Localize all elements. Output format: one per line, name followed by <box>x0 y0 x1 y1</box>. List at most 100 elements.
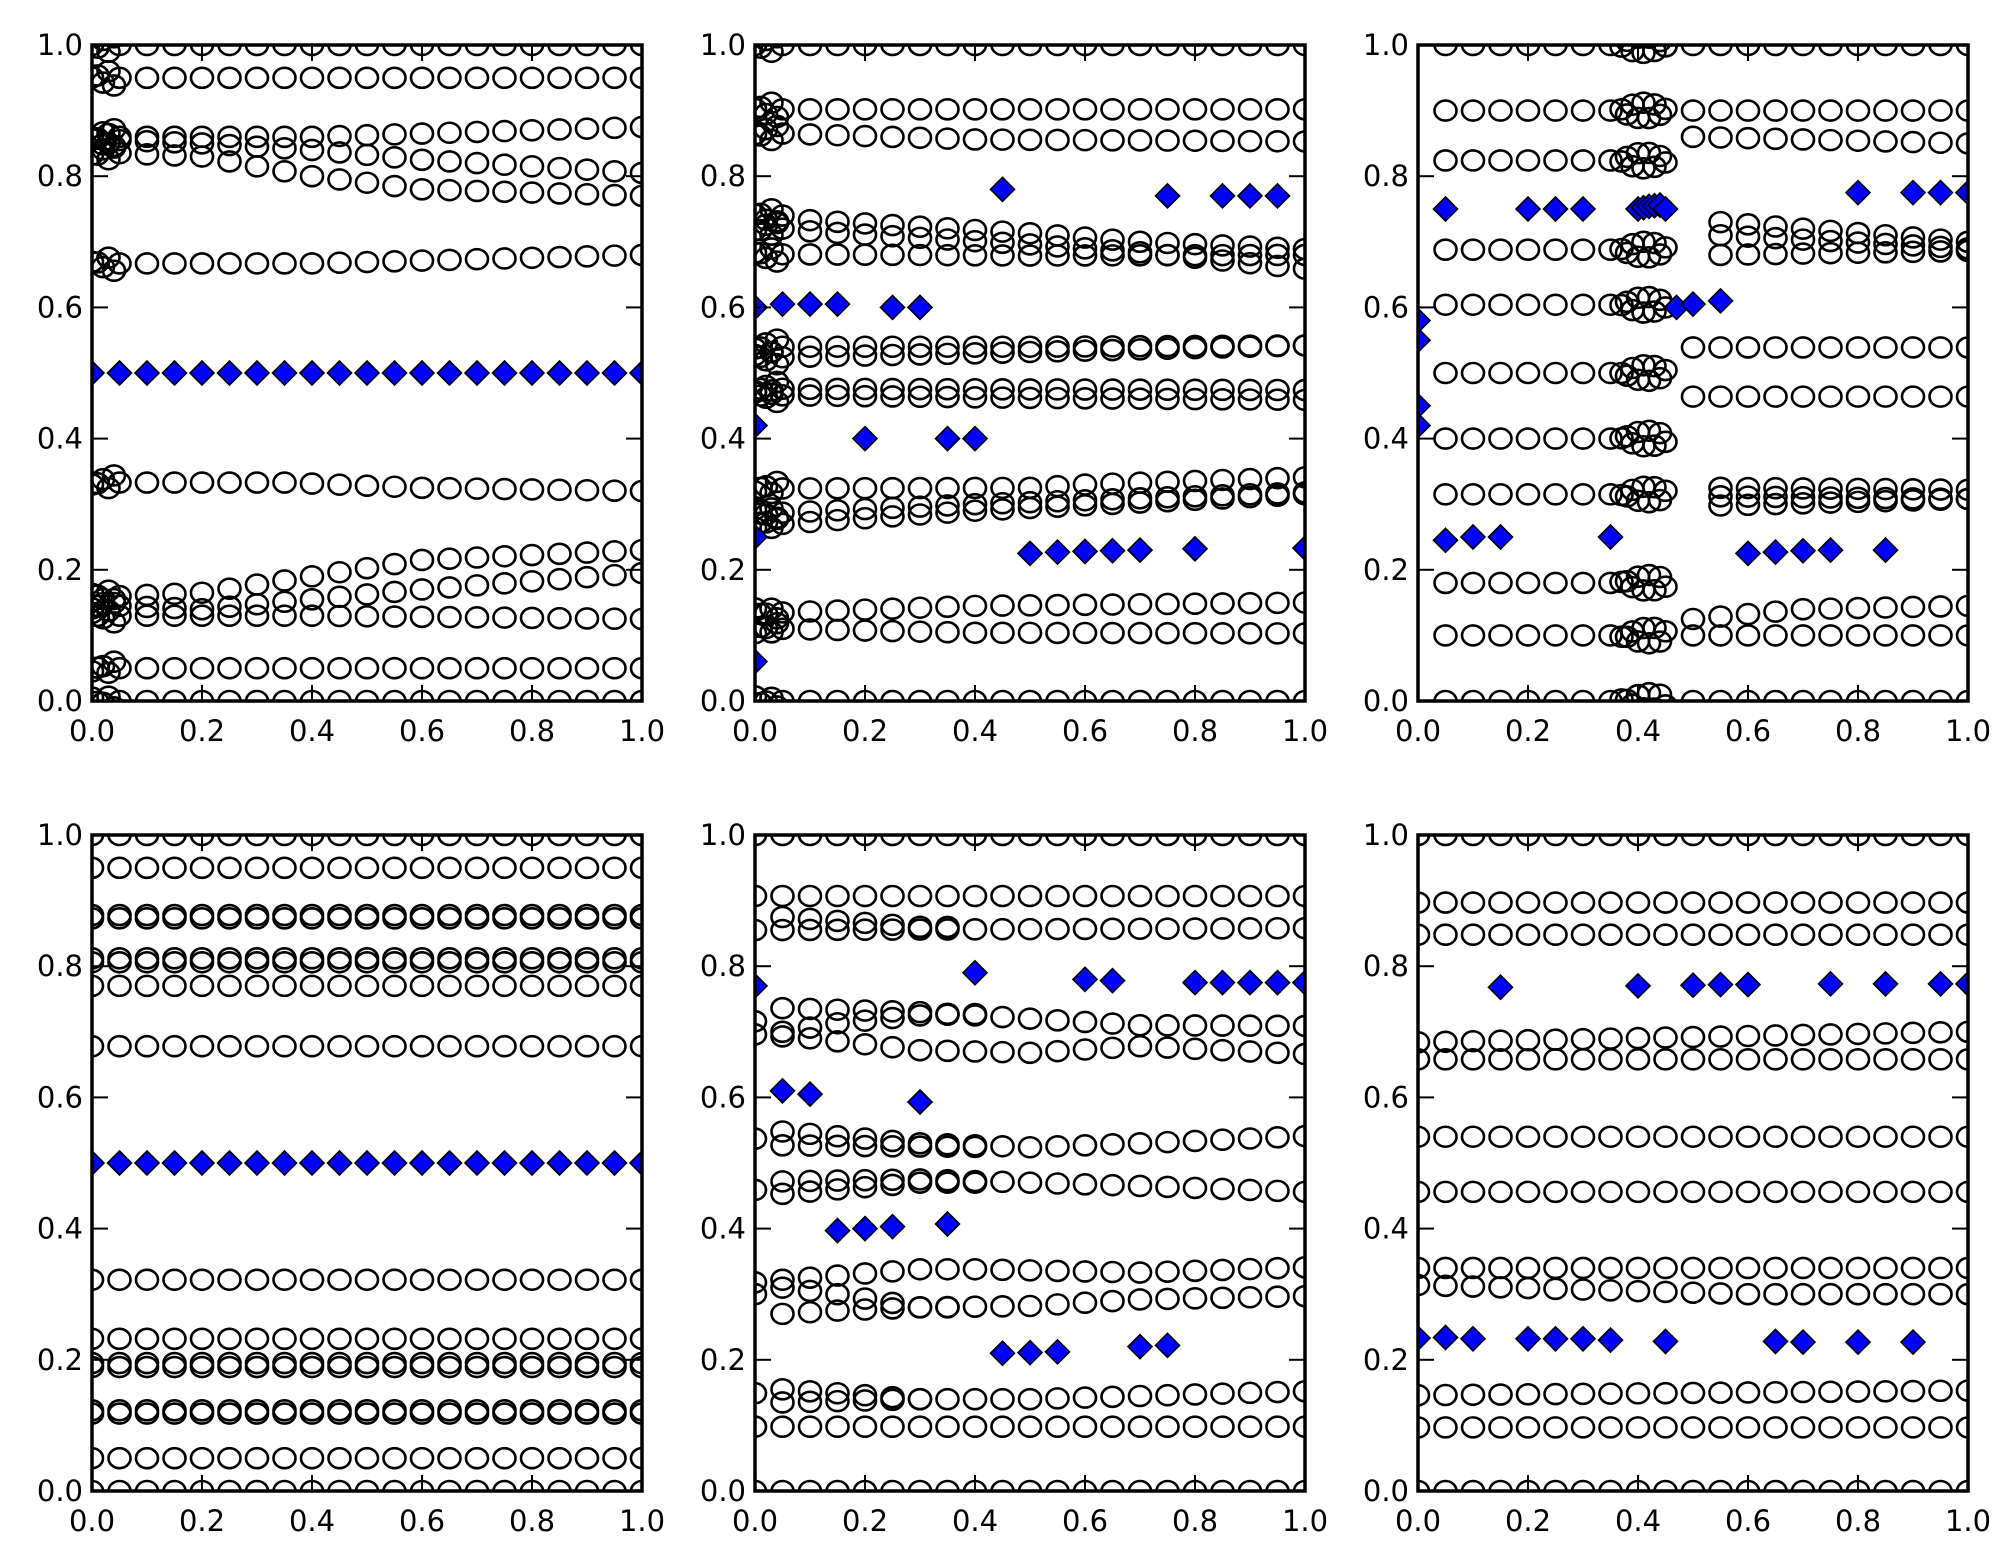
circle-marker <box>770 477 795 500</box>
diamond-marker <box>1044 1338 1071 1366</box>
circle-marker <box>1433 99 1458 122</box>
circle-series <box>1433 91 1678 130</box>
circle-marker <box>852 506 878 530</box>
circle-marker <box>1265 254 1290 278</box>
circle-marker <box>354 856 380 880</box>
circle-marker <box>492 856 517 880</box>
circle-marker <box>1708 99 1733 122</box>
circle-marker <box>409 548 435 572</box>
circle-marker <box>990 621 1015 645</box>
diamond-marker <box>1762 538 1789 566</box>
circle-marker <box>134 129 160 153</box>
circle-marker <box>1433 149 1458 172</box>
circle-marker <box>990 1170 1015 1194</box>
circle-series <box>1680 125 1968 155</box>
circle-marker <box>1155 1175 1180 1199</box>
circle-marker <box>464 835 490 847</box>
circle-marker <box>1900 45 1926 57</box>
circle-marker <box>107 471 132 494</box>
circle-marker <box>962 918 988 941</box>
circle-marker <box>755 1271 768 1294</box>
circle-marker <box>1708 1125 1733 1149</box>
diamond-marker <box>298 1149 326 1177</box>
circle-marker <box>244 1034 270 1058</box>
circle-marker <box>1237 129 1263 153</box>
circle-marker <box>244 66 270 90</box>
circle-marker <box>327 907 352 930</box>
circle-marker <box>1543 571 1568 595</box>
circle-marker <box>1543 45 1568 57</box>
circle-marker <box>92 974 105 998</box>
circle-marker <box>1598 427 1623 450</box>
circle-marker <box>409 476 435 500</box>
circle-marker <box>92 1034 105 1058</box>
circle-marker <box>464 974 490 998</box>
circle-marker <box>272 1268 297 1292</box>
circle-marker <box>574 1268 600 1292</box>
circle-marker <box>1763 891 1788 914</box>
circle-marker <box>409 1327 435 1351</box>
circle-marker <box>1460 238 1486 261</box>
circle-marker <box>1460 483 1486 506</box>
scatter-panel-3: 0.00.00.20.20.40.40.60.60.80.81.01.0 <box>1363 28 1991 748</box>
circle-marker <box>101 650 127 674</box>
circle-marker <box>880 45 905 57</box>
circle-marker <box>492 477 517 501</box>
circle-marker <box>1488 1416 1513 1439</box>
circle-marker <box>1515 1180 1541 1204</box>
circle-marker <box>1625 1416 1651 1439</box>
circle-marker <box>162 1402 187 1425</box>
circle-marker <box>852 384 878 408</box>
circle-marker <box>1763 1048 1788 1071</box>
circle-marker <box>764 611 790 635</box>
diamond-marker <box>1569 195 1597 223</box>
circle-series <box>755 611 1305 645</box>
circle-series <box>755 483 1305 540</box>
circle-marker <box>602 835 627 847</box>
circle-marker <box>1265 1014 1290 1038</box>
circle-marker <box>797 335 823 359</box>
circle-marker <box>1045 235 1070 258</box>
circle-marker <box>1418 1048 1431 1071</box>
circle-marker <box>1708 1180 1733 1204</box>
circle-marker <box>1292 97 1305 121</box>
circle-marker <box>1735 213 1761 236</box>
circle-marker <box>907 335 933 359</box>
diamond-marker <box>106 1149 133 1177</box>
circle-marker <box>629 907 642 930</box>
circle-marker <box>852 1175 878 1199</box>
circle-marker <box>1488 571 1513 595</box>
circle-marker <box>134 689 160 701</box>
circle-marker <box>1570 1256 1596 1280</box>
circle-marker <box>1763 1180 1788 1204</box>
circle-marker <box>1647 144 1673 168</box>
circle-marker <box>1845 129 1871 153</box>
circle-marker <box>107 1355 132 1379</box>
circle-marker <box>852 1009 878 1032</box>
circle-marker <box>1818 1479 1843 1491</box>
circle-marker <box>1708 336 1733 359</box>
circle-marker <box>409 1402 435 1425</box>
circle-marker <box>880 918 905 941</box>
circle-marker <box>327 604 352 628</box>
circle-marker <box>382 1034 407 1058</box>
circle-marker <box>1072 387 1098 410</box>
circle-marker <box>880 1000 905 1023</box>
circle-marker <box>217 595 242 619</box>
circle-marker <box>880 1297 905 1320</box>
circle-marker <box>602 479 627 502</box>
circle-marker <box>1598 1416 1623 1439</box>
diamond-marker <box>601 1149 628 1177</box>
circle-marker <box>797 1016 823 1039</box>
circle-marker <box>1845 490 1871 514</box>
x-tick-label: 0.4 <box>1615 714 1661 748</box>
circle-marker <box>1790 835 1816 847</box>
circle-marker <box>1182 1129 1208 1153</box>
diamond-marker <box>796 1080 824 1108</box>
circle-marker <box>880 597 905 620</box>
circle-marker <box>1045 495 1070 518</box>
circle-marker <box>1292 1415 1305 1439</box>
circle-marker <box>1735 1024 1761 1048</box>
circle-marker <box>1292 591 1305 614</box>
circle-marker <box>1680 99 1706 122</box>
